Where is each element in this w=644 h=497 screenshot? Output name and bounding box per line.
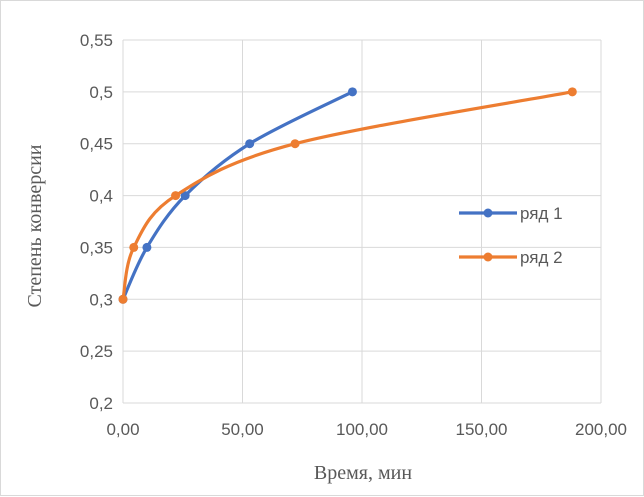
x-tick-label: 200,00 — [575, 420, 627, 439]
legend-marker-1 — [483, 208, 493, 218]
x-tick-label: 100,00 — [336, 420, 388, 439]
y-tick-label: 0,5 — [89, 83, 113, 102]
series-2-point — [567, 87, 577, 97]
x-axis-label: Время, мин — [314, 462, 412, 484]
series-2-point — [171, 191, 181, 201]
y-tick-label: 0,35 — [80, 238, 113, 257]
y-tick-label: 0,55 — [80, 31, 113, 50]
series-2-point — [290, 139, 300, 149]
x-tick-labels: 0,00 50,00 100,00 150,00 200,00 — [106, 420, 627, 439]
y-tick-labels: 0,2 0,25 0,3 0,35 0,4 0,45 0,5 0,55 — [80, 31, 113, 413]
y-tick-label: 0,3 — [89, 290, 113, 309]
series-1-point — [142, 242, 152, 252]
series-1-point — [347, 87, 357, 97]
legend-label-2: ряд 2 — [520, 248, 563, 267]
y-tick-label: 0,45 — [80, 135, 113, 154]
legend-marker-2 — [483, 252, 493, 262]
legend: ряд 1 ряд 2 — [459, 204, 563, 267]
y-axis-label: Степень конверсии — [24, 144, 46, 307]
x-tick-label: 150,00 — [456, 420, 508, 439]
series-2-point — [118, 294, 128, 304]
x-tick-label: 0,00 — [106, 420, 139, 439]
gridlines — [122, 39, 602, 404]
y-tick-label: 0,25 — [80, 342, 113, 361]
series-2-point — [129, 242, 139, 252]
series-group — [118, 87, 577, 304]
y-tick-label: 0,4 — [89, 187, 113, 206]
series-1-point — [180, 191, 190, 201]
x-tick-label: 50,00 — [221, 420, 264, 439]
legend-label-1: ряд 1 — [520, 204, 563, 223]
y-tick-label: 0,2 — [89, 394, 113, 413]
series-1-point — [245, 139, 255, 149]
series-1-line — [121, 90, 355, 301]
